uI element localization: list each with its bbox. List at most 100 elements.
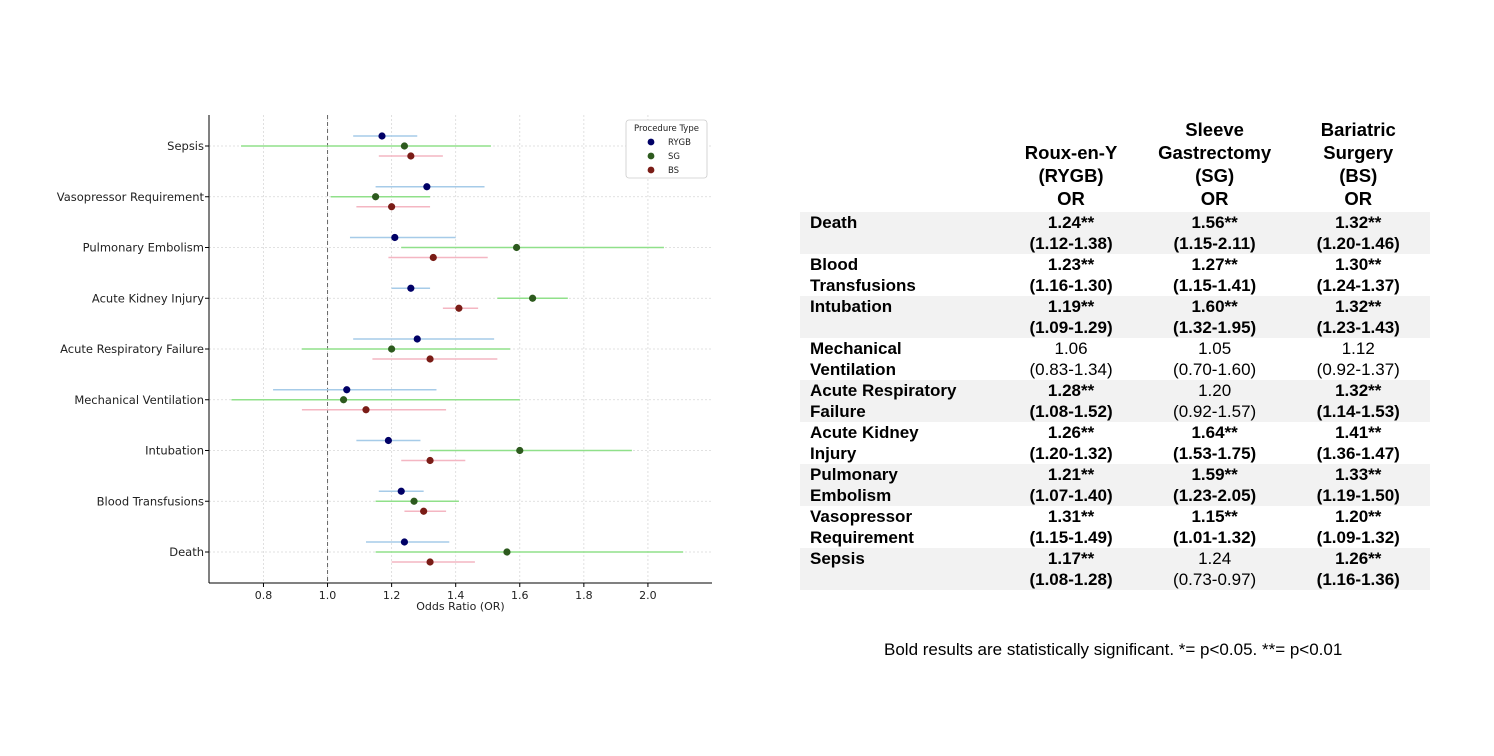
or-value: 1.26** [1335,549,1382,568]
ci-value: (1.08-1.52) [1029,402,1113,421]
x-tick-label: 1.6 [511,589,529,602]
table-row: Acute Kidney Injury 1.26** (1.20-1.32) 1.64*… [800,422,1430,464]
ci-value: (0.92-1.57) [1173,402,1257,421]
ci-value: (1.15-1.41) [1173,276,1257,295]
outcome-name: Sepsis [800,548,1000,590]
or-value: 1.28** [1047,381,1095,400]
ci-value: (0.83-1.34) [1029,360,1113,379]
legend-label-rygb: RYGB [668,138,691,148]
outcome-name: Blood Transfusions [800,254,999,296]
or-value: 1.27** [1191,255,1238,274]
point-rygb [423,183,431,191]
outcome-name: Vasopressor Requirement [800,506,999,548]
x-tick-label: 0.8 [255,589,273,602]
or-cell: 1.31** (1.15-1.49) [999,506,1142,548]
legend-label-bs: BS [668,166,679,176]
or-value: 1.33** [1335,465,1382,484]
outcome-name-line: Embolism [810,486,892,505]
x-tick-label: 1.8 [575,589,593,602]
table-row: Blood Transfusions 1.23** (1.16-1.30) 1.27**… [800,254,1430,296]
header-line: Surgery [1323,142,1394,163]
or-value: 1.20 [1198,381,1232,400]
legend-marker-sg [647,152,655,160]
ci-value: (1.16-1.36) [1316,570,1400,589]
y-category-label: Death [169,545,204,559]
y-category-label: Sepsis [167,139,204,153]
or-cell: 1.17** (1.08-1.28) [999,548,1143,590]
ci-value: (1.20-1.46) [1316,234,1400,253]
table-row: Mechanical Ventilation 1.06 (0.83-1.34) 1.05… [800,338,1430,380]
ci-value: (1.07-1.40) [1029,486,1113,505]
or-cell: 1.06 (0.83-1.34) [999,338,1142,380]
point-bs [420,507,428,515]
or-cell: 1.19** (1.09-1.29) [999,296,1143,338]
outcome-name-line [810,233,999,254]
or-cell: 1.20 (0.92-1.57) [1142,380,1287,422]
table-footnote: Bold results are statistically significa… [884,640,1343,659]
table-header-blank [800,118,999,212]
or-value: 1.64** [1191,423,1238,442]
header-line: Roux-en-Y [1024,142,1118,163]
outcome-name-line [810,317,999,338]
table-row: Vasopressor Requirement 1.31** (1.15-1.49) 1… [800,506,1430,548]
or-value: 1.24** [1047,213,1095,232]
point-bs [362,406,370,414]
outcome-name-line: Ventilation [810,360,896,379]
or-cell: 1.32** (1.14-1.53) [1286,380,1430,422]
or-cell: 1.26** (1.20-1.32) [999,422,1142,464]
ci-value: (1.08-1.28) [1029,570,1113,589]
ci-value: (1.23-1.43) [1316,318,1400,337]
or-cell: 1.32** (1.23-1.43) [1286,296,1430,338]
or-value: 1.56** [1191,213,1238,232]
ci-value: (1.15-1.49) [1029,528,1113,547]
outcome-name-line [810,569,999,590]
point-rygb [407,284,415,292]
table-row: Death 1.24** (1.12-1.38) 1.56** (1.15-2.11)… [800,212,1430,254]
or-value: 1.23** [1047,255,1095,274]
y-category-label: Blood Transfusions [97,494,204,508]
outcome-name-line: Transfusions [810,276,916,295]
table-row: Acute Respiratory Failure 1.28** (1.08-1.52… [800,380,1430,422]
y-category-label: Intubation [145,444,204,458]
or-value: 1.60** [1191,297,1238,316]
outcome-name-line: Mechanical [810,339,902,358]
header-line: OR [1057,188,1085,209]
point-sg [371,193,380,201]
outcome-name-line: Acute Respiratory [810,381,957,400]
or-value: 1.32** [1335,213,1382,232]
header-line: Gastrectomy [1158,142,1272,163]
ci-value: (1.16-1.30) [1029,276,1113,295]
point-rygb [397,487,405,495]
point-sg [410,497,418,505]
legend-label-sg: SG [668,152,680,162]
point-bs [388,203,396,211]
header-line: (SG) [1195,165,1235,186]
or-cell: 1.32** (1.20-1.46) [1286,212,1430,254]
outcome-name-line: Vasopressor [810,507,913,526]
point-bs [429,253,437,262]
or-value: 1.30** [1335,255,1382,274]
ci-value: (1.32-1.95) [1173,318,1257,337]
point-sg [528,294,537,302]
or-value: 1.12 [1341,339,1375,358]
y-category-label: Mechanical Ventilation [74,393,204,407]
point-bs [426,355,434,363]
point-sg [400,142,409,150]
ci-value: (1.53-1.75) [1173,444,1257,463]
or-cell: 1.05 (0.70-1.60) [1143,338,1287,380]
outcome-name-line: Blood [810,255,859,274]
legend-marker-bs [647,166,655,174]
point-bs [407,152,415,160]
ci-value: (1.23-2.05) [1173,486,1257,505]
y-category-label: Acute Respiratory Failure [60,342,204,356]
or-value: 1.32** [1335,297,1382,316]
table-row: Pulmonary Embolism 1.21** (1.07-1.40) 1.59**… [800,464,1430,506]
point-sg [516,446,524,455]
or-value: 1.32** [1335,381,1382,400]
ci-value: (1.20-1.32) [1029,444,1113,463]
x-tick-label: 1.4 [447,589,465,602]
header-sg: Sleeve Gastrectomy (SG) OR [1143,118,1287,212]
point-rygb [378,132,386,140]
outcome-name: Pulmonary Embolism [800,464,1000,506]
ci-value: (1.12-1.38) [1029,234,1113,253]
